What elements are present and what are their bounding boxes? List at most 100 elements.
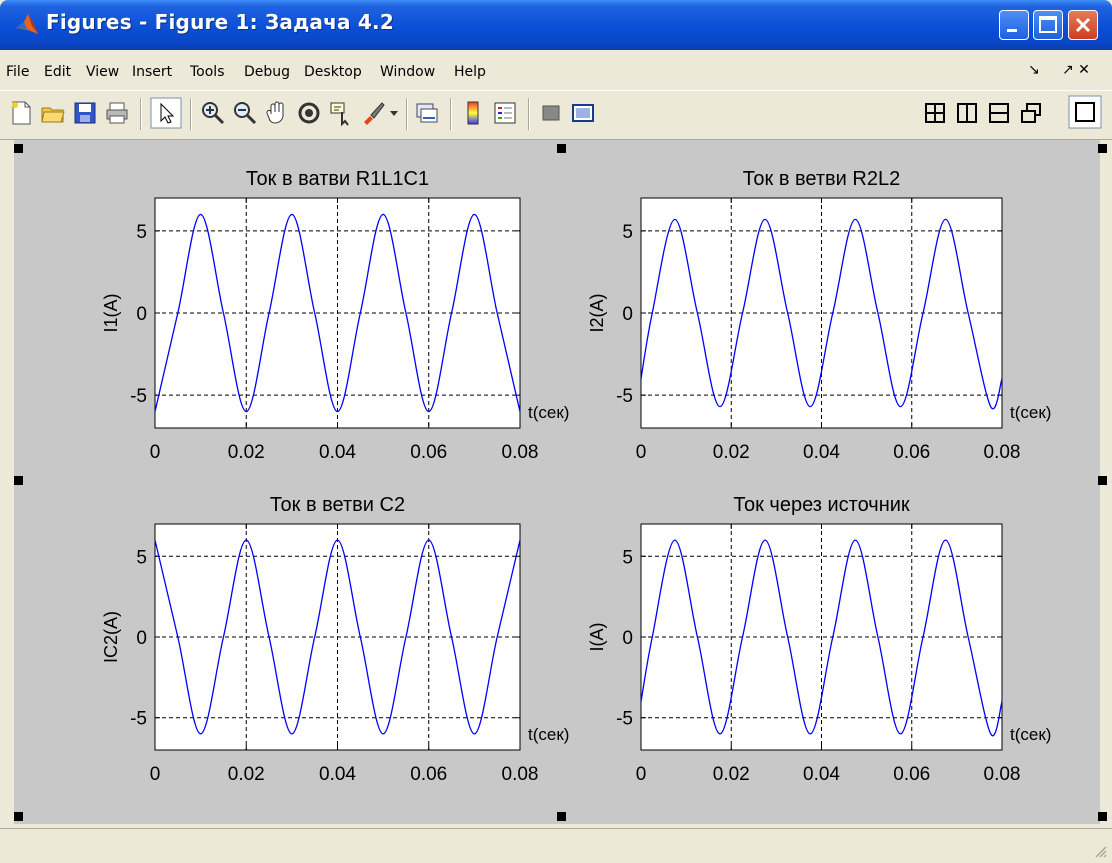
selection-handle[interactable] <box>1098 476 1107 485</box>
y-tick-label: 5 <box>136 547 147 568</box>
hide-tools-icon[interactable] <box>538 100 564 126</box>
tile-grid-icon[interactable] <box>922 100 948 126</box>
chart-title: Ток в ватви R1L1C1 <box>246 168 429 190</box>
y-axis-label: I2(A) <box>587 293 607 332</box>
brush-icon[interactable] <box>360 100 386 126</box>
x-tick-label: 0.08 <box>502 764 539 785</box>
maximize-button[interactable] <box>1033 10 1063 40</box>
menu-bar <box>0 50 1112 88</box>
figure-canvas: 0 0.02 0.04 0.06 0.08 5 0 -5 Ток в ватви R1L1C1 t… <box>14 140 1100 824</box>
series-line <box>154 213 521 413</box>
x-tick-label: 0 <box>636 764 647 785</box>
x-tick-label: 0.08 <box>502 442 539 463</box>
x-axis-label: t(сек) <box>1010 403 1051 422</box>
menu-view[interactable]: View <box>86 64 120 80</box>
menu-insert[interactable]: Insert <box>132 64 173 80</box>
x-tick-label: 0 <box>150 442 161 463</box>
y-tick-label: 0 <box>622 304 633 325</box>
resize-grip-icon[interactable] <box>1094 845 1108 859</box>
menu-debug[interactable]: Debug <box>244 64 291 80</box>
axes-1: 0 0.02 0.04 0.06 0.08 5 0 -5 Ток в ватви R1L1C1 t… <box>101 168 569 463</box>
undock-close-button[interactable]: ↗ ✕ <box>1062 62 1090 78</box>
x-tick-label: 0.06 <box>893 764 930 785</box>
legend-icon[interactable] <box>492 100 518 126</box>
minimize-icon <box>1007 29 1017 32</box>
y-axis-label: I1(A) <box>101 293 121 332</box>
axes-4: 0 0.02 0.04 0.06 0.08 5 0 -5 Ток через источник t… <box>587 494 1051 785</box>
x-tick-label: 0.04 <box>803 442 840 463</box>
y-tick-label: 0 <box>622 628 633 649</box>
y-tick-label: -5 <box>130 386 147 407</box>
show-tools-icon[interactable] <box>570 100 596 126</box>
y-axis-label: I(A) <box>587 623 607 652</box>
pan-icon[interactable] <box>264 100 290 126</box>
y-tick-label: 0 <box>136 628 147 649</box>
menu-window[interactable]: Window <box>380 64 436 80</box>
new-figure-icon[interactable] <box>8 100 34 126</box>
x-tick-label: 0.06 <box>410 764 447 785</box>
y-tick-label: 5 <box>136 222 147 243</box>
y-tick-label: -5 <box>130 709 147 730</box>
x-axis-label: t(сек) <box>528 403 569 422</box>
x-tick-label: 0.02 <box>713 442 750 463</box>
x-tick-label: 0.04 <box>319 442 356 463</box>
dock-button[interactable]: ↘ <box>1028 62 1040 78</box>
tile-rows-icon[interactable] <box>986 100 1012 126</box>
x-tick-label: 0.04 <box>319 764 356 785</box>
y-tick-label: -5 <box>616 386 633 407</box>
selection-handle[interactable] <box>1098 812 1107 821</box>
x-tick-label: 0 <box>150 764 161 785</box>
selection-handle[interactable] <box>14 476 23 485</box>
x-tick-label: 0.06 <box>410 442 447 463</box>
edit-plot-icon[interactable] <box>150 97 182 129</box>
close-button[interactable] <box>1068 10 1098 40</box>
y-tick-label: 0 <box>136 304 147 325</box>
chart-title: Ток в ветви C2 <box>270 494 405 516</box>
matlab-logo-icon <box>16 14 38 34</box>
colorbar-icon[interactable] <box>460 100 486 126</box>
float-icon[interactable] <box>1018 100 1044 126</box>
menu-help[interactable]: Help <box>454 64 486 80</box>
zoom-out-icon[interactable] <box>232 100 258 126</box>
figure-plots: 0 0.02 0.04 0.06 0.08 5 0 -5 Ток в ватви R1L1C1 t… <box>101 168 1051 785</box>
chart-title: Ток через источник <box>733 494 910 516</box>
title-bar[interactable]: Figures - Figure 1: Задача 4.2 <box>0 0 1112 50</box>
y-axis-label: IC2(A) <box>101 611 121 663</box>
minimize-button[interactable] <box>999 10 1029 40</box>
save-icon[interactable] <box>72 100 98 126</box>
selection-handle[interactable] <box>557 144 566 153</box>
x-axis-label: t(сек) <box>528 725 569 744</box>
close-icon <box>1075 17 1091 33</box>
maximize-figure-icon[interactable] <box>1068 95 1102 129</box>
x-tick-label: 0 <box>636 442 647 463</box>
tile-columns-icon[interactable] <box>954 100 980 126</box>
zoom-in-icon[interactable] <box>200 100 226 126</box>
link-plot-icon[interactable] <box>414 100 440 126</box>
y-tick-label: -5 <box>616 709 633 730</box>
x-tick-label: 0.02 <box>228 442 265 463</box>
x-tick-label: 0.08 <box>984 764 1021 785</box>
menu-edit[interactable]: Edit <box>44 64 72 80</box>
print-icon[interactable] <box>104 100 130 126</box>
rotate-3d-icon[interactable] <box>296 100 322 126</box>
x-tick-label: 0.06 <box>893 442 930 463</box>
window-title: Figures - Figure 1: Задача 4.2 <box>46 10 394 34</box>
chevron-down-icon[interactable] <box>388 100 400 126</box>
menu-tools[interactable]: Tools <box>190 64 225 80</box>
series-line <box>640 539 1003 737</box>
maximize-icon <box>1039 16 1057 33</box>
status-bar <box>0 828 1112 863</box>
selection-handle[interactable] <box>14 144 23 153</box>
selection-handle[interactable] <box>1098 144 1107 153</box>
y-tick-label: 5 <box>622 222 633 243</box>
menu-desktop[interactable]: Desktop <box>304 64 362 80</box>
selection-handle[interactable] <box>557 812 566 821</box>
x-tick-label: 0.08 <box>984 442 1021 463</box>
selection-handle[interactable] <box>14 812 23 821</box>
open-file-icon[interactable] <box>40 100 66 126</box>
menu-file[interactable]: File <box>6 64 30 80</box>
data-cursor-icon[interactable] <box>328 100 354 126</box>
axes-2: 0 0.02 0.04 0.06 0.08 5 0 -5 Ток в ветви R2L2 t(с… <box>587 168 1051 463</box>
chart-title: Ток в ветви R2L2 <box>743 168 900 190</box>
